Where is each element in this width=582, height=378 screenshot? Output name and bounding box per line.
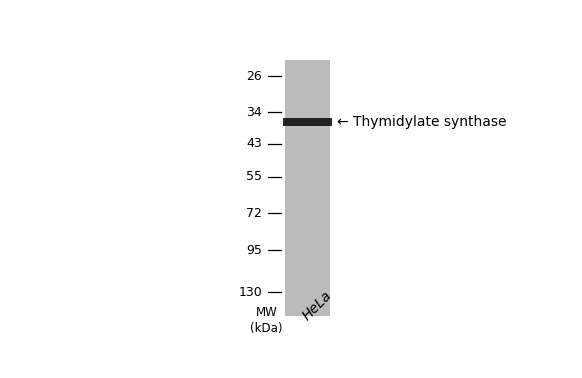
Text: ← Thymidylate synthase: ← Thymidylate synthase — [336, 115, 506, 129]
Text: 72: 72 — [246, 207, 262, 220]
Bar — [283, 118, 332, 126]
Text: 34: 34 — [246, 106, 262, 119]
Text: 26: 26 — [246, 70, 262, 83]
Text: 43: 43 — [246, 138, 262, 150]
Text: 130: 130 — [239, 286, 262, 299]
Text: 55: 55 — [246, 170, 262, 183]
Text: 95: 95 — [246, 244, 262, 257]
Text: MW
(kDa): MW (kDa) — [250, 305, 283, 335]
Text: HeLa: HeLa — [300, 288, 335, 323]
Bar — [285, 60, 330, 316]
